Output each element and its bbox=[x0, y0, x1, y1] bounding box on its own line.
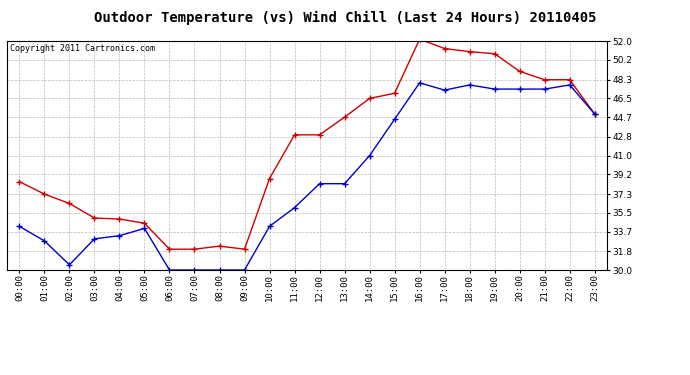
Text: Outdoor Temperature (vs) Wind Chill (Last 24 Hours) 20110405: Outdoor Temperature (vs) Wind Chill (Las… bbox=[94, 11, 596, 26]
Text: Copyright 2011 Cartronics.com: Copyright 2011 Cartronics.com bbox=[10, 44, 155, 52]
